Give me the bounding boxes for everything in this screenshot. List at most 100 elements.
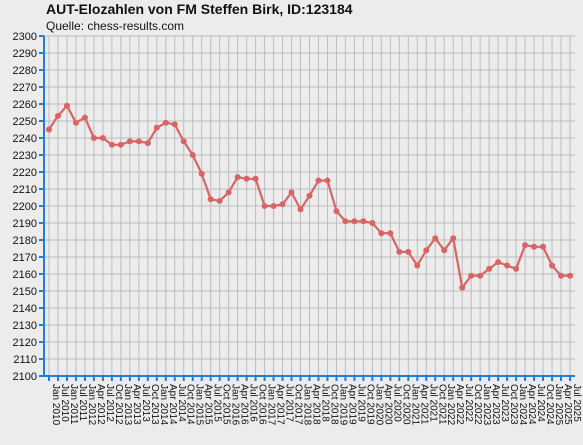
x-tick-label: Apr 2016 — [239, 384, 250, 425]
data-point — [108, 141, 115, 148]
y-tick-label: 2210 — [13, 184, 37, 196]
data-point — [468, 272, 475, 279]
data-point — [153, 124, 160, 131]
data-point — [54, 112, 61, 119]
x-tick-label: Jan 2011 — [68, 384, 79, 425]
x-tick-label: Jul 2020 — [391, 384, 402, 422]
data-point — [522, 242, 529, 249]
x-tick-label: Oct 2015 — [221, 384, 232, 425]
x-tick-label: Jan 2024 — [517, 384, 528, 426]
y-tick-label: 2300 — [13, 31, 37, 43]
x-tick-label: Oct 2014 — [185, 384, 196, 425]
x-tick-label: Jan 2010 — [50, 384, 61, 426]
data-point — [423, 247, 430, 254]
y-tick-label: 2280 — [13, 65, 37, 77]
y-tick-label: 2120 — [13, 337, 37, 349]
x-tick-label: Jul 2023 — [499, 384, 510, 422]
x-tick-label: Jul 2015 — [212, 384, 223, 422]
x-tick-label: Jul 2011 — [77, 384, 88, 422]
data-point — [333, 208, 340, 215]
y-tick-label: 2220 — [13, 167, 37, 179]
x-tick-label: Jan 2014 — [158, 384, 169, 426]
x-tick-label: Jan 2013 — [122, 384, 133, 426]
data-point — [117, 141, 124, 148]
x-tick-label: Jul 2018 — [319, 384, 330, 422]
y-tick-label: 2180 — [13, 235, 37, 247]
x-tick-label: Jul 2010 — [59, 384, 70, 422]
y-tick-label: 2200 — [13, 201, 37, 213]
data-point — [342, 218, 349, 225]
data-point — [351, 218, 358, 225]
x-tick-label: Apr 2018 — [311, 384, 322, 425]
data-point — [99, 135, 106, 141]
x-tick-label: Apr 2017 — [275, 384, 286, 425]
x-tick-label: Apr 2022 — [454, 384, 465, 425]
x-tick-label: Jul 2022 — [463, 384, 474, 422]
data-point — [216, 197, 223, 204]
x-tick-label: Jan 2022 — [445, 384, 456, 426]
data-point — [270, 203, 277, 209]
x-tick-label: Jul 2017 — [284, 384, 295, 422]
x-tick-label: Apr 2021 — [418, 384, 429, 425]
x-tick-label: Jul 2025 — [571, 384, 582, 422]
data-point — [360, 218, 367, 225]
x-tick-label: Oct 2021 — [436, 384, 447, 425]
data-point — [180, 138, 187, 145]
x-tick-label: Oct 2024 — [544, 384, 555, 425]
y-tick-label: 2230 — [13, 150, 37, 162]
data-point — [234, 174, 241, 181]
data-point — [369, 220, 376, 226]
data-point — [531, 243, 538, 250]
data-point — [225, 189, 232, 196]
y-tick-label: 2100 — [13, 371, 37, 383]
x-tick-label: Apr 2023 — [490, 384, 501, 425]
x-tick-label: Jul 2024 — [535, 384, 546, 422]
chart-title: AUT-Elozahlen von FM Steffen Birk, ID:12… — [46, 1, 353, 17]
data-point — [315, 177, 322, 184]
x-tick-label: Oct 2012 — [113, 384, 124, 425]
x-tick-label: Jan 2023 — [481, 384, 492, 426]
x-tick-label: Apr 2019 — [346, 384, 357, 425]
x-tick-label: Apr 2014 — [167, 384, 178, 425]
data-point — [567, 272, 573, 279]
x-tick-label: Jan 2018 — [302, 384, 313, 426]
data-point — [189, 152, 196, 158]
data-point — [144, 140, 151, 147]
data-point — [378, 230, 385, 237]
x-tick-label: Apr 2024 — [526, 384, 537, 425]
data-point — [198, 170, 205, 177]
x-tick-label: Oct 2017 — [293, 384, 304, 425]
data-point — [90, 135, 97, 141]
data-point — [396, 248, 403, 255]
series-layer — [46, 102, 573, 291]
y-axis-ticks: 2100 2110 2120 2130 2140 2150 2160 2170 2180 2190… — [13, 31, 44, 383]
x-tick-label: Oct 2013 — [149, 384, 160, 425]
y-tick-label: 2170 — [13, 252, 37, 264]
data-point — [288, 189, 295, 196]
x-tick-label: Jul 2019 — [355, 384, 366, 422]
data-point — [387, 230, 394, 237]
y-tick-label: 2140 — [13, 303, 37, 315]
x-tick-label: Oct 2020 — [400, 384, 411, 425]
data-point — [72, 119, 79, 126]
data-point — [207, 196, 214, 203]
x-tick-label: Apr 2025 — [562, 384, 573, 425]
data-point — [306, 192, 313, 199]
x-tick-label: Oct 2022 — [472, 384, 483, 425]
data-point — [549, 262, 556, 269]
data-point — [162, 119, 169, 126]
y-tick-label: 2270 — [13, 82, 37, 94]
data-point — [513, 265, 520, 272]
y-tick-label: 2110 — [13, 354, 37, 366]
y-tick-label: 2250 — [13, 116, 37, 128]
data-point — [558, 272, 565, 279]
chart-subtitle: Quelle: chess-results.com — [46, 19, 185, 33]
x-tick-label: Jul 2012 — [104, 384, 115, 422]
data-point — [405, 248, 412, 255]
x-tick-label: Jul 2013 — [140, 384, 151, 422]
x-tick-label: Apr 2015 — [203, 384, 214, 425]
data-point — [297, 206, 304, 213]
data-point — [486, 265, 493, 272]
data-point — [171, 121, 178, 128]
y-tick-label: 2160 — [13, 269, 37, 281]
